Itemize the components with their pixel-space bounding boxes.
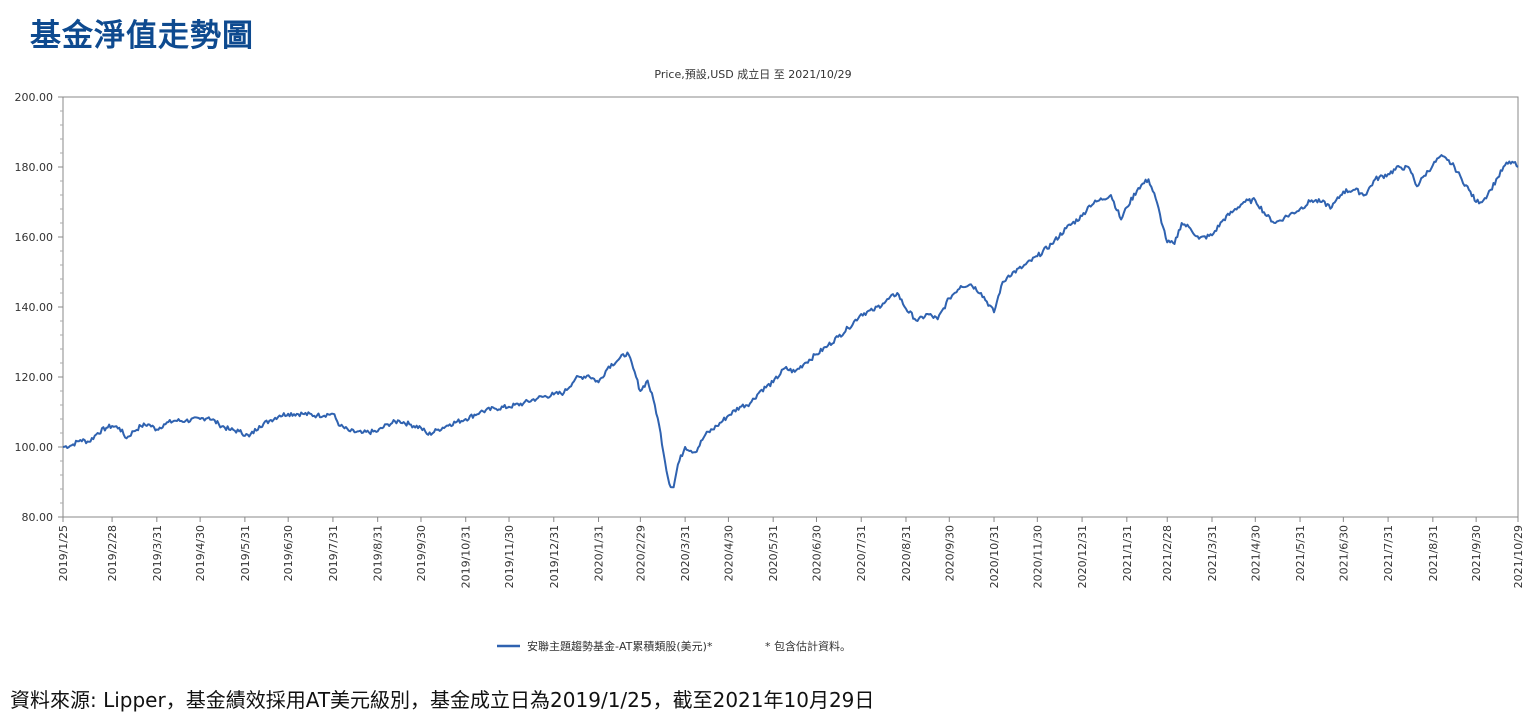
y-tick-label: 180.00 — [15, 161, 54, 174]
x-tick-label: 2019/5/31 — [239, 525, 252, 581]
series-line — [62, 154, 1519, 489]
x-tick-label: 2019/12/31 — [548, 525, 561, 588]
x-tick-label: 2019/1/25 — [57, 525, 70, 581]
source-note: 資料來源: Lipper，基金績效採用AT美元級別，基金成立日為2019/1/2… — [10, 688, 875, 712]
x-tick-label: 2020/10/31 — [988, 525, 1001, 588]
x-tick-label: 2020/6/30 — [810, 525, 823, 581]
y-tick-label: 160.00 — [15, 231, 54, 244]
x-tick-label: 2019/11/30 — [503, 525, 516, 588]
y-tick-label: 120.00 — [15, 371, 54, 384]
line-chart: Price,預設,USD 成立日 至 2021/10/29 80.00 100.0… — [15, 67, 1526, 653]
y-tick-label: 100.00 — [15, 441, 54, 454]
x-tick-label: 2019/10/31 — [460, 525, 473, 588]
x-tick-label: 2020/7/31 — [855, 525, 868, 581]
y-tick-label: 80.00 — [22, 511, 54, 524]
x-tick-label: 2019/7/31 — [327, 525, 340, 581]
x-tick-label: 2019/3/31 — [151, 525, 164, 581]
x-tick-label: 2020/11/30 — [1031, 525, 1044, 588]
x-tick-label: 2021/4/30 — [1249, 525, 1262, 581]
x-tick-label: 2020/8/31 — [900, 525, 913, 581]
x-tick-label: 2019/9/30 — [415, 525, 428, 581]
x-tick-label: 2021/6/30 — [1337, 525, 1350, 581]
x-tick-label: 2021/9/30 — [1470, 525, 1483, 581]
y-axis: 80.00 100.00 120.00 140.00 160.00 180.00 200.0… — [15, 91, 63, 524]
x-tick-label: 2019/6/30 — [282, 525, 295, 581]
x-tick-label: 2020/5/31 — [767, 525, 780, 581]
x-tick-label: 2019/2/28 — [106, 525, 119, 581]
legend-series-label: 安聯主題趨勢基金-AT累積類股(美元)* — [527, 639, 713, 653]
x-tick-label: 2020/12/31 — [1076, 525, 1089, 588]
x-tick-label: 2020/4/30 — [722, 525, 735, 581]
x-tick-label: 2021/5/31 — [1294, 525, 1307, 581]
y-tick-label: 200.00 — [15, 91, 54, 104]
chart-title: Price,預設,USD 成立日 至 2021/10/29 — [654, 67, 851, 81]
x-tick-label: 2020/1/31 — [593, 525, 606, 581]
y-tick-label: 140.00 — [15, 301, 54, 314]
x-tick-label: 2021/2/28 — [1161, 525, 1174, 581]
x-tick-label: 2021/10/29 — [1512, 525, 1525, 588]
x-axis: 2019/1/25 2019/2/28 2019/3/31 2019/4/30 2019… — [57, 517, 1525, 588]
legend-note: * 包含估計資料。 — [765, 639, 851, 653]
x-tick-label: 2021/3/31 — [1206, 525, 1219, 581]
page-title: 基金淨值走勢圖 — [30, 18, 254, 54]
x-tick-label: 2019/4/30 — [194, 525, 207, 581]
plot-area — [62, 96, 1519, 518]
x-tick-label: 2020/3/31 — [679, 525, 692, 581]
x-tick-label: 2021/1/31 — [1121, 525, 1134, 581]
legend: 安聯主題趨勢基金-AT累積類股(美元)* * 包含估計資料。 — [497, 639, 851, 653]
x-tick-label: 2020/9/30 — [943, 525, 956, 581]
x-tick-label: 2020/2/29 — [634, 525, 647, 581]
x-tick-label: 2021/7/31 — [1382, 525, 1395, 581]
x-tick-label: 2019/8/31 — [372, 525, 385, 581]
x-tick-label: 2021/8/31 — [1427, 525, 1440, 581]
